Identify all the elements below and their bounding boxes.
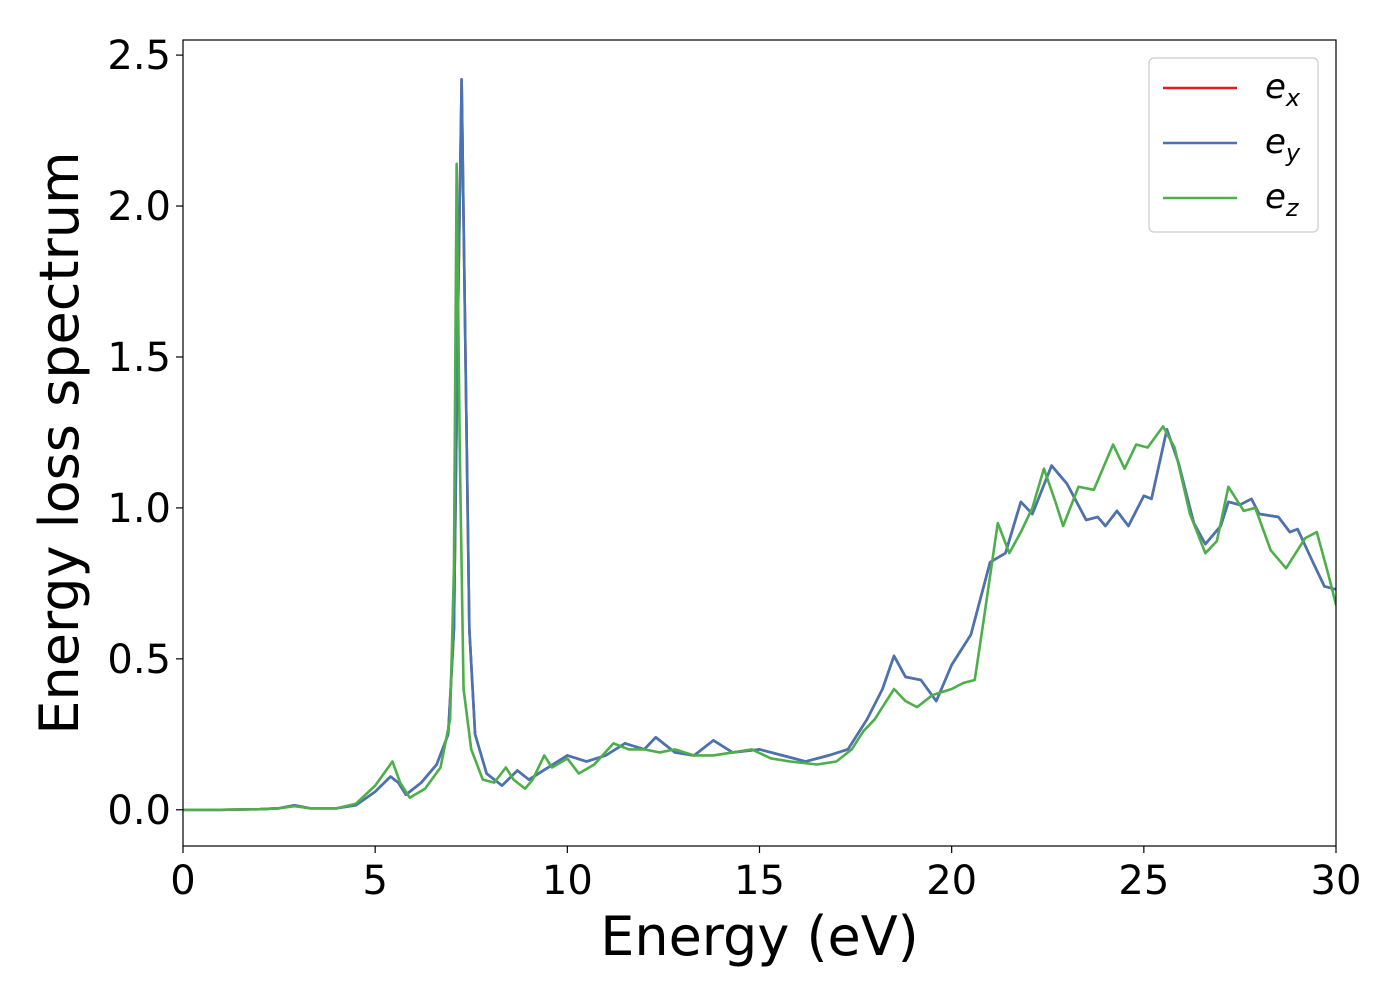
x-tick-label: 5: [362, 858, 387, 904]
y-tick-label: 1.5: [107, 335, 171, 381]
series-line-ez: [183, 162, 1336, 812]
y-tick-label: 2.0: [107, 184, 171, 230]
legend-label-ex: ex: [1265, 67, 1301, 112]
y-axis-title: Energy loss spectrum: [28, 151, 91, 734]
x-tick-label: 15: [734, 858, 785, 904]
legend-label-ey: ey: [1265, 122, 1301, 167]
legend-label-ez: ez: [1265, 177, 1300, 222]
legend: ex ey ez: [1148, 57, 1319, 233]
y-tick-label: 1.0: [107, 486, 171, 532]
legend-box: [1148, 57, 1319, 233]
y-tick-label: 0.0: [107, 788, 171, 834]
x-axis-ticks: 0 5 10 15 20 25 30: [170, 846, 1361, 904]
x-tick-label: 10: [542, 858, 593, 904]
x-tick-label: 20: [926, 858, 977, 904]
x-tick-label: 30: [1311, 858, 1362, 904]
x-tick-label: 25: [1118, 858, 1169, 904]
x-tick-label: 0: [170, 858, 195, 904]
series-layer: [183, 77, 1336, 812]
y-tick-label: 2.5: [107, 33, 171, 79]
x-axis-title: Energy (eV): [600, 905, 919, 968]
y-tick-label: 0.5: [107, 637, 171, 683]
y-axis-ticks: 0.0 0.5 1.0 1.5 2.0 2.5: [107, 33, 183, 834]
